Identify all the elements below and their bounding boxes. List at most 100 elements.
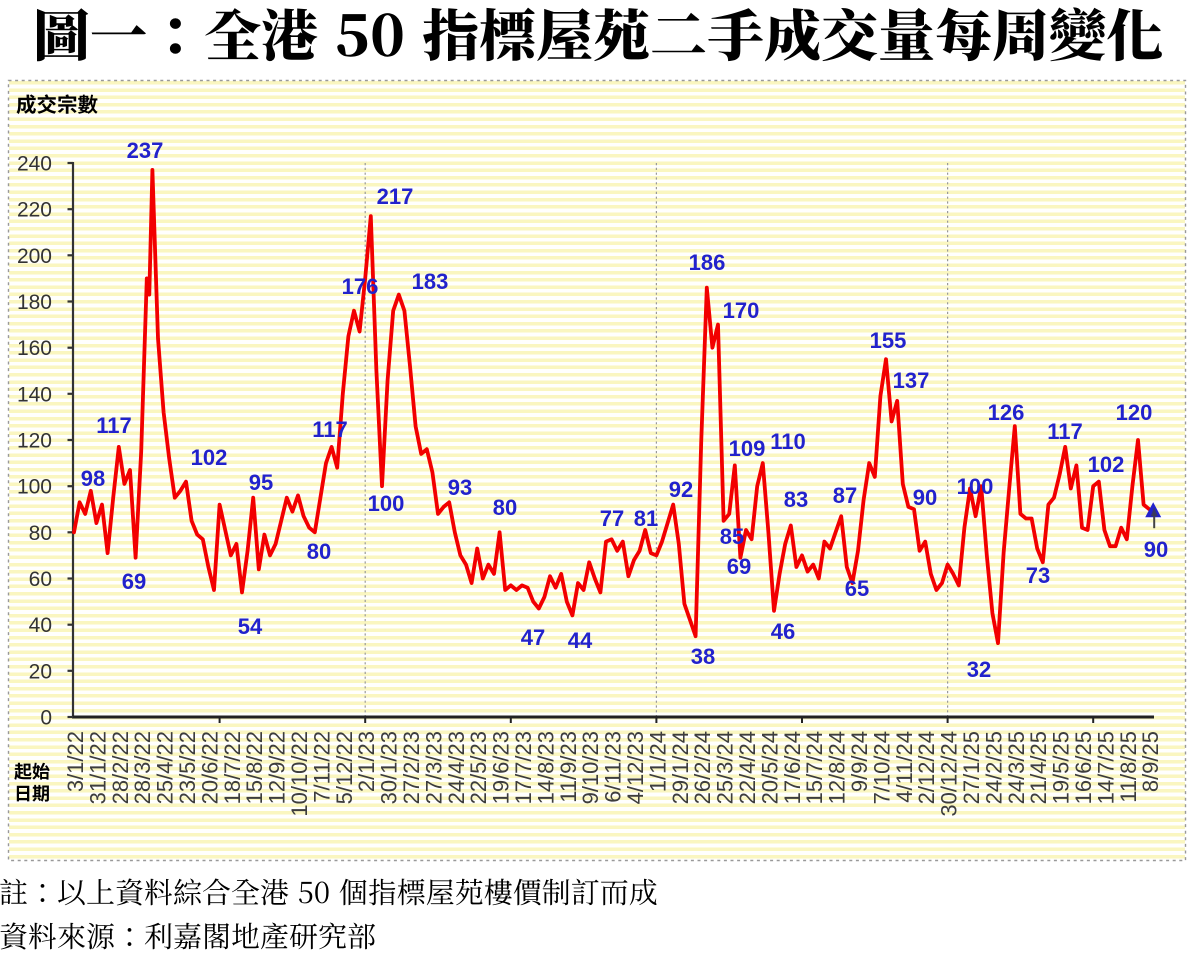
svg-text:31/1/22: 31/1/22	[85, 731, 110, 804]
svg-text:69: 69	[122, 569, 146, 594]
svg-text:18/7/22: 18/7/22	[220, 731, 245, 804]
svg-text:12/8/24: 12/8/24	[825, 731, 850, 804]
svg-text:10/10/22: 10/10/22	[287, 731, 312, 817]
svg-text:17/6/24: 17/6/24	[780, 731, 805, 804]
svg-text:2/1/23: 2/1/23	[354, 731, 379, 792]
svg-text:65: 65	[845, 576, 869, 601]
svg-text:95: 95	[249, 470, 273, 495]
svg-text:73: 73	[1026, 563, 1050, 588]
svg-text:0: 0	[40, 707, 52, 730]
svg-text:29/1/24: 29/1/24	[668, 731, 693, 804]
svg-text:60: 60	[29, 568, 52, 591]
svg-text:15/8/22: 15/8/22	[242, 731, 267, 804]
svg-text:77: 77	[600, 506, 624, 531]
svg-text:186: 186	[689, 250, 726, 275]
svg-text:54: 54	[238, 614, 263, 639]
svg-text:160: 160	[17, 337, 52, 360]
svg-text:90: 90	[1144, 537, 1168, 562]
svg-text:180: 180	[17, 291, 52, 314]
svg-text:4/12/23: 4/12/23	[623, 731, 648, 804]
svg-text:93: 93	[448, 475, 472, 500]
svg-text:24/4/23: 24/4/23	[444, 731, 469, 804]
svg-text:26/2/24: 26/2/24	[690, 731, 715, 804]
svg-text:20: 20	[29, 660, 52, 683]
svg-text:100: 100	[17, 476, 52, 499]
svg-text:24/3/25: 24/3/25	[1004, 731, 1029, 804]
svg-text:98: 98	[81, 466, 105, 491]
svg-text:27/1/25: 27/1/25	[959, 731, 984, 804]
svg-text:140: 140	[17, 383, 52, 406]
svg-text:21/4/25: 21/4/25	[1026, 731, 1051, 804]
svg-text:22/5/23: 22/5/23	[466, 731, 491, 804]
svg-text:155: 155	[870, 328, 907, 353]
svg-text:20/5/24: 20/5/24	[757, 731, 782, 804]
svg-text:69: 69	[727, 554, 751, 579]
svg-text:117: 117	[312, 417, 348, 442]
svg-text:47: 47	[521, 625, 545, 650]
svg-text:176: 176	[342, 274, 379, 299]
svg-text:100: 100	[368, 491, 405, 516]
svg-text:44: 44	[568, 628, 593, 653]
svg-text:117: 117	[1047, 419, 1083, 444]
svg-text:1/1/24: 1/1/24	[645, 731, 670, 792]
svg-text:120: 120	[1116, 400, 1153, 425]
svg-text:102: 102	[191, 445, 228, 470]
svg-text:85: 85	[720, 524, 744, 549]
svg-text:40: 40	[29, 614, 52, 637]
svg-text:30/12/24: 30/12/24	[937, 731, 962, 817]
svg-text:19/6/23: 19/6/23	[489, 731, 514, 804]
svg-text:11/9/23: 11/9/23	[556, 731, 581, 803]
svg-text:217: 217	[377, 184, 414, 209]
svg-text:8/9/25: 8/9/25	[1138, 731, 1163, 792]
svg-text:80: 80	[29, 522, 52, 545]
svg-text:110: 110	[770, 429, 806, 454]
svg-text:14/7/25: 14/7/25	[1093, 731, 1118, 804]
svg-text:80: 80	[493, 495, 517, 520]
svg-text:6/11/23: 6/11/23	[601, 731, 626, 803]
svg-text:120: 120	[17, 430, 52, 453]
svg-text:27/3/23: 27/3/23	[421, 731, 446, 804]
svg-text:25/4/22: 25/4/22	[153, 731, 178, 804]
svg-text:38: 38	[691, 644, 715, 669]
svg-text:9/9/24: 9/9/24	[847, 731, 872, 792]
svg-text:11/8/25: 11/8/25	[1116, 731, 1141, 803]
svg-text:4/11/24: 4/11/24	[892, 731, 917, 803]
svg-text:3/1/22: 3/1/22	[63, 731, 88, 792]
svg-text:183: 183	[412, 269, 449, 294]
svg-text:28/2/22: 28/2/22	[108, 731, 133, 804]
svg-text:7/11/22: 7/11/22	[309, 731, 334, 803]
svg-text:7/10/24: 7/10/24	[869, 731, 894, 804]
svg-text:109: 109	[729, 436, 766, 461]
svg-text:19/5/25: 19/5/25	[1049, 731, 1074, 804]
svg-text:100: 100	[957, 474, 994, 499]
svg-text:220: 220	[17, 199, 52, 222]
svg-text:23/5/22: 23/5/22	[175, 731, 200, 804]
svg-text:16/6/25: 16/6/25	[1071, 731, 1096, 804]
svg-text:87: 87	[833, 483, 857, 508]
svg-text:83: 83	[784, 487, 808, 512]
svg-text:20/6/22: 20/6/22	[197, 731, 222, 804]
svg-text:14/8/23: 14/8/23	[533, 731, 558, 804]
svg-text:92: 92	[669, 477, 693, 502]
svg-text:81: 81	[634, 506, 658, 531]
svg-text:9/10/23: 9/10/23	[578, 731, 603, 804]
svg-text:32: 32	[967, 657, 991, 682]
svg-text:126: 126	[988, 400, 1025, 425]
svg-text:80: 80	[307, 539, 331, 564]
svg-text:102: 102	[1088, 452, 1125, 477]
svg-text:24/2/25: 24/2/25	[981, 731, 1006, 804]
svg-text:46: 46	[771, 619, 795, 644]
svg-text:22/4/24: 22/4/24	[735, 731, 760, 804]
svg-text:240: 240	[17, 153, 52, 176]
svg-text:170: 170	[723, 298, 760, 323]
svg-text:90: 90	[913, 485, 937, 510]
svg-text:15/7/24: 15/7/24	[802, 731, 827, 804]
svg-text:117: 117	[96, 413, 132, 438]
svg-text:5/12/22: 5/12/22	[332, 731, 357, 804]
svg-text:17/7/23: 17/7/23	[511, 731, 536, 804]
svg-text:2/12/24: 2/12/24	[914, 731, 939, 804]
svg-text:137: 137	[893, 368, 930, 393]
svg-text:12/9/22: 12/9/22	[265, 731, 290, 804]
svg-text:28/3/22: 28/3/22	[130, 731, 155, 804]
svg-text:25/3/24: 25/3/24	[713, 731, 738, 804]
